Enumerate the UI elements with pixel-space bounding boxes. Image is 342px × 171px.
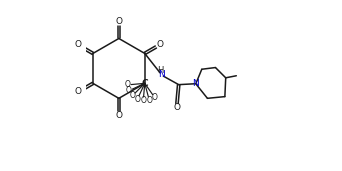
Text: O: O bbox=[115, 17, 122, 26]
Text: O: O bbox=[126, 86, 132, 95]
Text: O: O bbox=[140, 96, 146, 105]
Text: O: O bbox=[115, 111, 122, 120]
Text: O: O bbox=[146, 96, 152, 105]
Text: O: O bbox=[124, 80, 130, 89]
Text: C: C bbox=[142, 78, 148, 88]
Text: O: O bbox=[134, 95, 140, 104]
Text: O: O bbox=[156, 40, 163, 49]
Text: O: O bbox=[130, 91, 135, 100]
Text: O: O bbox=[173, 103, 180, 112]
Text: N: N bbox=[193, 79, 199, 88]
Text: O: O bbox=[75, 88, 81, 96]
Text: H: H bbox=[158, 66, 164, 75]
Text: O: O bbox=[75, 40, 81, 49]
Text: N: N bbox=[158, 70, 165, 79]
Text: O: O bbox=[152, 93, 158, 102]
